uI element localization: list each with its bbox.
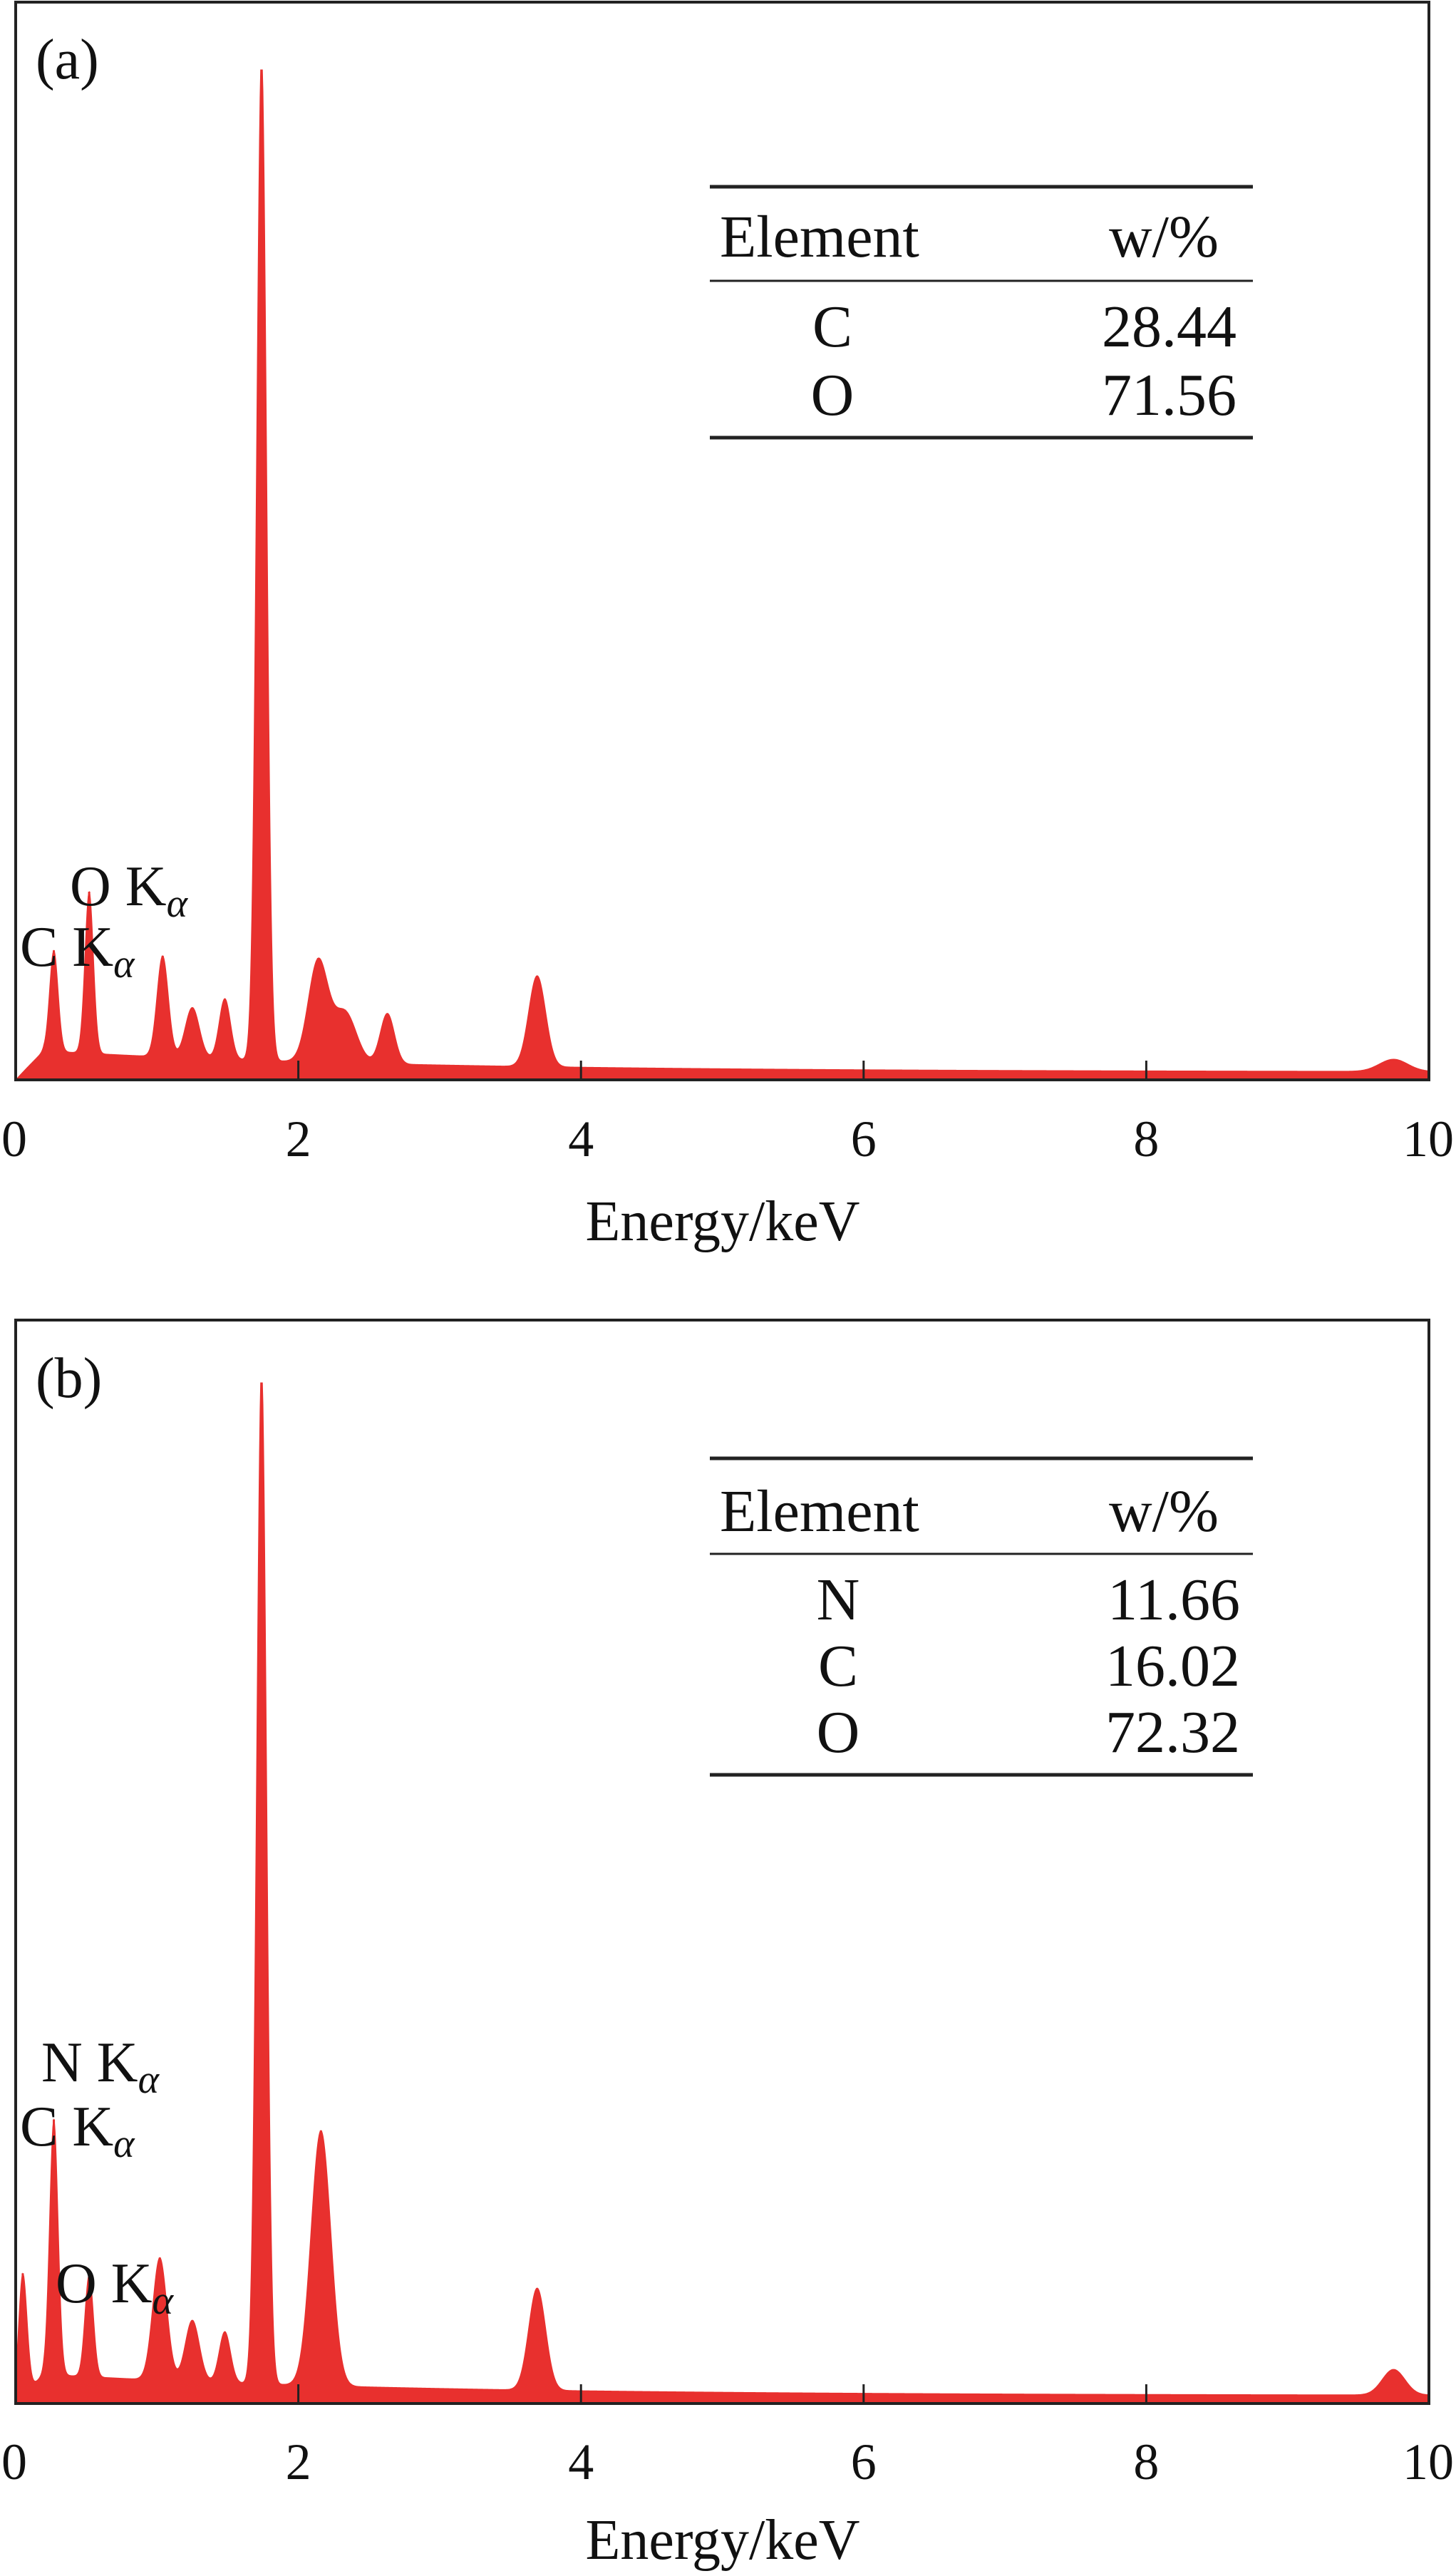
x-ticks-b: 0 2 4 6 8 10 [1,2384,1454,2490]
x-tick-label-b-4: 8 [1133,2433,1159,2490]
plot-frame-b [14,1319,1430,2405]
x-tick-label-b-5: 10 [1403,2433,1454,2490]
table-row-b-0-value: 11.66 [1108,1567,1240,1633]
annotation-c-ka-b: C Kα [20,2096,135,2166]
composition-table-a: Element w/% C 28.44 O 71.56 [710,185,1253,440]
table-row-b-2-element: O [817,1699,860,1766]
annotation-o-ka-a: O Kα [70,855,189,926]
table-row-b-0-element: N [817,1567,860,1633]
x-tick-label-b-1: 2 [286,2433,311,2490]
panel-b: 0 2 4 6 8 10 (b) Energy/keV N Kα C Kα O Kα Eleme… [1,1319,1454,2572]
x-tick-label-b-3: 6 [851,2433,877,2490]
x-tick-label-b-2: 4 [568,2433,594,2490]
plot-frame-a [14,1,1430,1081]
x-tick-label-a-0: 0 [1,1111,27,1168]
composition-table-b: Element w/% N 11.66 C 16.02 O 72.32 [710,1456,1253,1777]
x-tick-label-a-1: 2 [286,1111,311,1168]
table-header-w-a: w/% [1109,204,1219,270]
panel-label-b: (b) [36,1347,102,1410]
annotation-o-ka-b: O Kα [56,2252,175,2323]
table-row-b-1-element: C [818,1633,858,1699]
panel-label-a: (a) [36,29,99,91]
x-tick-label-a-4: 8 [1133,1111,1159,1168]
table-header-element-a: Element [720,204,919,270]
table-row-a-1-value: 71.56 [1102,362,1236,428]
x-tick-label-a-5: 10 [1403,1111,1454,1168]
spectrum-b-peaks [21,1383,1395,2404]
annotation-n-ka-b: N Kα [41,2031,160,2102]
panel-a: 0 2 4 6 8 10 (a) Energy/keV O Kα C Kα Element w… [1,1,1454,1253]
table-row-b-1-value: 16.02 [1105,1633,1240,1699]
x-axis-label-a: Energy/keV [585,1190,859,1253]
x-ticks-a: 0 2 4 6 8 10 [1,1061,1454,1168]
x-tick-label-a-2: 4 [568,1111,594,1168]
table-header-w-b: w/% [1109,1478,1219,1545]
table-row-a-0-value: 28.44 [1102,294,1236,360]
spectrum-a-area [14,69,1430,1081]
x-tick-label-a-3: 6 [851,1111,877,1168]
spectrum-a-peaks [53,70,1395,1080]
x-axis-label-b: Energy/keV [585,2509,859,2572]
table-row-a-0-element: C [812,294,852,360]
annotation-c-ka-a: C Kα [20,916,135,986]
spectrum-b-area [15,1382,1430,2404]
table-header-element-b: Element [720,1478,919,1545]
x-tick-label-b-0: 0 [1,2433,27,2490]
table-row-b-2-value: 72.32 [1105,1699,1240,1766]
table-row-a-1-element: O [811,362,855,428]
